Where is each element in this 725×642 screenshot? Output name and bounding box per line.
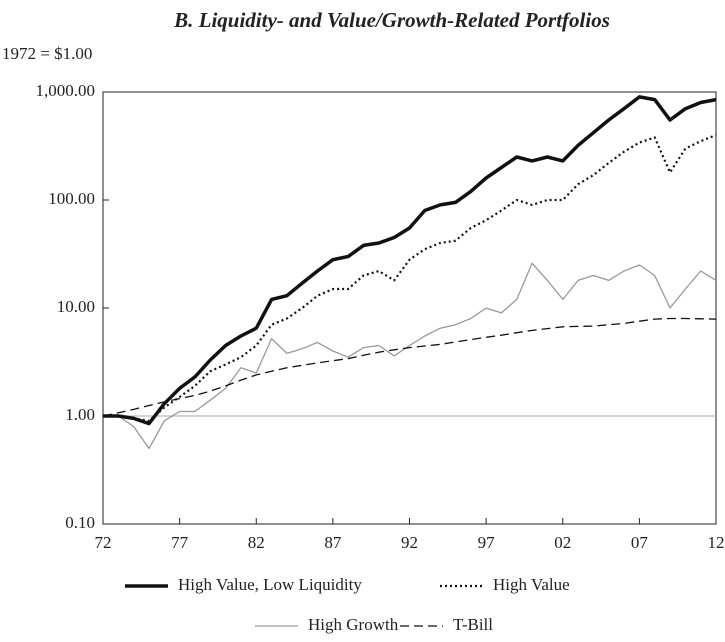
chart-title: B. Liquidity- and Value/Growth-Related P… bbox=[173, 8, 610, 32]
y-tick-label: 1.00 bbox=[65, 405, 95, 424]
legend-label: High Value bbox=[493, 575, 570, 594]
y-axis-label: 1972 = $1.00 bbox=[2, 44, 92, 63]
legend-label: High Growth bbox=[308, 615, 399, 634]
series-line bbox=[103, 133, 717, 422]
y-tick-label: 1,000.00 bbox=[36, 81, 96, 100]
x-tick-label: 97 bbox=[478, 533, 496, 552]
x-tick-label: 07 bbox=[631, 533, 649, 552]
series-line bbox=[103, 95, 717, 426]
y-tick-label: 10.00 bbox=[57, 297, 95, 316]
x-tick-label: 12 bbox=[708, 533, 725, 552]
x-tick-label: 72 bbox=[95, 533, 112, 552]
x-tick-label: 02 bbox=[554, 533, 571, 552]
y-tick-label: 0.10 bbox=[65, 513, 95, 532]
series-line bbox=[103, 262, 717, 450]
plot-frame bbox=[102, 91, 717, 525]
x-tick-label: 77 bbox=[171, 533, 189, 552]
legend-label: T-Bill bbox=[453, 615, 493, 634]
x-tick-label: 92 bbox=[401, 533, 418, 552]
series-line bbox=[102, 317, 717, 417]
x-tick-label: 87 bbox=[324, 533, 342, 552]
legend-label: High Value, Low Liquidity bbox=[178, 575, 362, 594]
y-tick-label: 100.00 bbox=[48, 189, 95, 208]
x-tick-label: 82 bbox=[248, 533, 265, 552]
